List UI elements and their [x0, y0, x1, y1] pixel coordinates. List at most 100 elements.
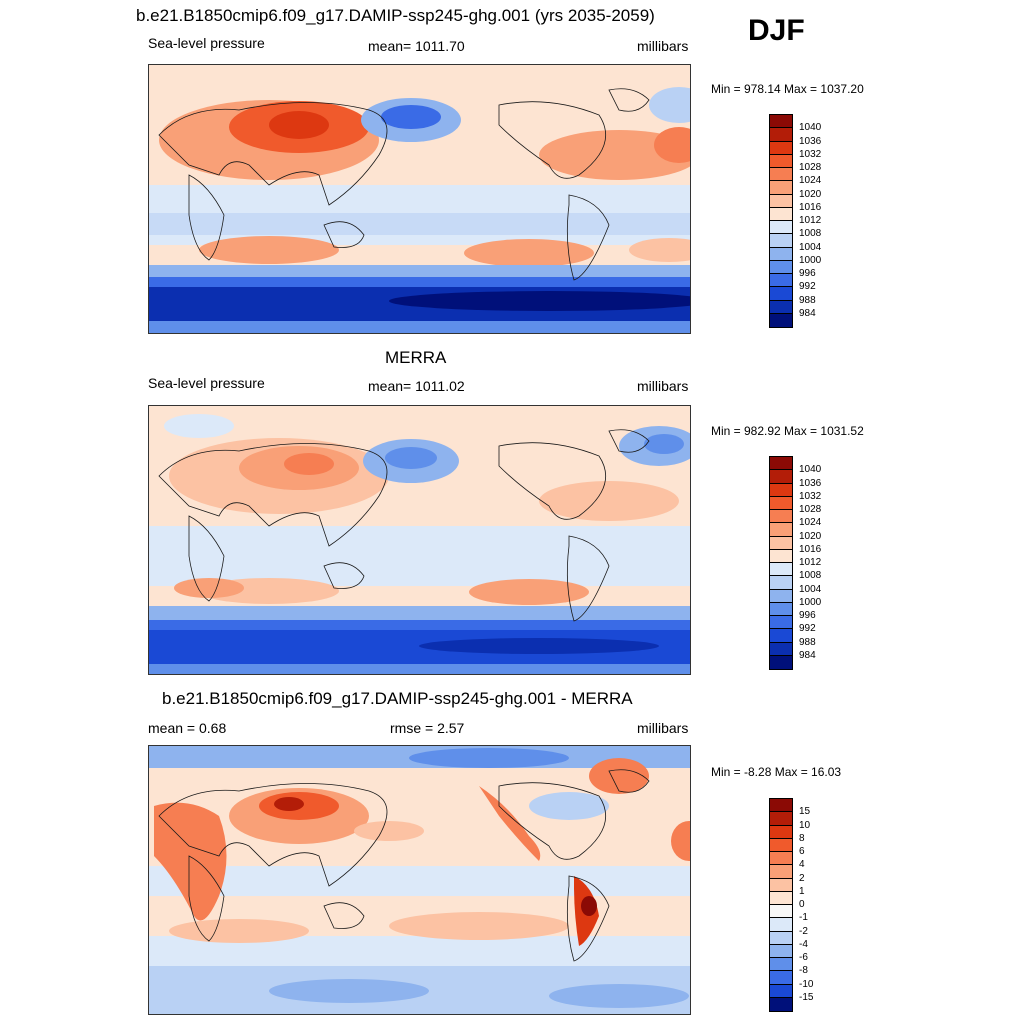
- panel1-title: b.e21.B1850cmip6.f09_g17.DAMIP-ssp245-gh…: [136, 6, 655, 25]
- panel1-minmax: Min = 978.14 Max = 1037.20: [711, 82, 864, 96]
- colorbar-swatch: [770, 207, 792, 221]
- colorbar-swatch: [770, 247, 792, 261]
- panel3-minmax: Min = -8.28 Max = 16.03: [711, 765, 842, 779]
- colorbar-tick-label: 1020: [799, 188, 822, 200]
- colorbar-swatch: [770, 602, 792, 616]
- colorbar-swatch: [770, 931, 792, 945]
- colorbar-swatch: [770, 115, 792, 129]
- colorbar-swatch: [770, 642, 792, 656]
- colorbar-swatch: [770, 313, 792, 327]
- panel2-units-label: millibars: [637, 378, 689, 394]
- colorbar-swatch: [770, 510, 792, 524]
- colorbar-swatch: [770, 629, 792, 643]
- panel2-minmax: Min = 982.92 Max = 1031.52: [711, 424, 864, 438]
- colorbar-tick-label: 8: [799, 832, 805, 844]
- panel2-map-graphic: [149, 406, 690, 674]
- colorbar-swatch: [770, 563, 792, 577]
- panel1-map: [148, 64, 691, 334]
- colorbar-tick-label: 1: [799, 885, 805, 897]
- colorbar-tick-label: 1008: [799, 570, 822, 582]
- colorbar-swatch: [770, 997, 792, 1011]
- panel1-colorbar: [769, 114, 793, 328]
- colorbar-swatch: [770, 141, 792, 155]
- colorbar-tick-label: 996: [799, 610, 816, 621]
- colorbar-tick-label: -1: [799, 912, 808, 924]
- colorbar-swatch: [770, 918, 792, 932]
- colorbar-tick-label: 1012: [799, 215, 822, 226]
- panel1-map-graphic: [149, 65, 690, 333]
- panel1-mean-label: mean= 1011.70: [368, 38, 465, 54]
- colorbar-swatch: [770, 576, 792, 590]
- colorbar-tick-label: -4: [799, 938, 808, 950]
- panel3-mean-label: mean = 0.68: [148, 720, 227, 736]
- colorbar-swatch: [770, 154, 792, 168]
- colorbar-tick-label: 992: [799, 281, 816, 293]
- colorbar-tick-label: -2: [799, 925, 808, 937]
- colorbar-tick-label: 1036: [799, 477, 822, 489]
- colorbar-swatch: [770, 891, 792, 905]
- colorbar-swatch: [770, 944, 792, 958]
- colorbar-swatch: [770, 221, 792, 235]
- colorbar-tick-label: 1000: [799, 596, 822, 608]
- colorbar-tick-label: 984: [799, 307, 816, 319]
- colorbar-swatch: [770, 799, 792, 813]
- colorbar-tick-label: 1032: [799, 148, 822, 160]
- colorbar-swatch: [770, 655, 792, 669]
- colorbar-swatch: [770, 128, 792, 142]
- colorbar-tick-label: -10: [799, 978, 814, 990]
- colorbar-tick-label: 1004: [799, 241, 822, 253]
- colorbar-swatch: [770, 905, 792, 919]
- colorbar-swatch: [770, 194, 792, 208]
- colorbar-tick-label: 1008: [799, 228, 822, 240]
- colorbar-swatch: [770, 878, 792, 892]
- colorbar-swatch: [770, 260, 792, 274]
- colorbar-tick-label: 1000: [799, 254, 822, 266]
- panel1-left-label: Sea-level pressure: [148, 35, 265, 51]
- colorbar-tick-label: 1020: [799, 530, 822, 542]
- panel3-title: b.e21.B1850cmip6.f09_g17.DAMIP-ssp245-gh…: [162, 689, 633, 708]
- colorbar-tick-label: 6: [799, 846, 805, 857]
- colorbar-swatch: [770, 300, 792, 314]
- colorbar-swatch: [770, 865, 792, 879]
- colorbar-swatch: [770, 181, 792, 195]
- colorbar-swatch: [770, 523, 792, 537]
- colorbar-tick-label: 1040: [799, 464, 822, 476]
- colorbar-tick-label: 984: [799, 649, 816, 661]
- panel3-colorbar: [769, 798, 793, 1012]
- colorbar-tick-label: 1004: [799, 583, 822, 595]
- colorbar-swatch: [770, 812, 792, 826]
- colorbar-tick-label: 1032: [799, 490, 822, 502]
- colorbar-swatch: [770, 852, 792, 866]
- colorbar-swatch: [770, 274, 792, 288]
- colorbar-swatch: [770, 838, 792, 852]
- colorbar-tick-label: 1024: [799, 175, 822, 187]
- colorbar-tick-label: 1028: [799, 504, 822, 515]
- colorbar-swatch: [770, 234, 792, 248]
- colorbar-swatch: [770, 589, 792, 603]
- colorbar-tick-label: 1040: [799, 122, 822, 134]
- panel3-units-label: millibars: [637, 720, 689, 736]
- colorbar-swatch: [770, 549, 792, 563]
- panel3-rmse-label: rmse = 2.57: [390, 720, 465, 736]
- colorbar-tick-label: -15: [799, 991, 814, 1003]
- panel2-left-label: Sea-level pressure: [148, 375, 265, 391]
- colorbar-tick-label: 10: [799, 819, 811, 831]
- season-label: DJF: [748, 14, 805, 47]
- panel2-map: [148, 405, 691, 675]
- colorbar-tick-label: 996: [799, 268, 816, 279]
- colorbar-swatch: [770, 536, 792, 550]
- panel2-mean-label: mean= 1011.02: [368, 378, 465, 394]
- colorbar-tick-label: 15: [799, 806, 811, 818]
- colorbar-tick-label: 1024: [799, 517, 822, 529]
- colorbar-swatch: [770, 457, 792, 471]
- colorbar-swatch: [770, 470, 792, 484]
- colorbar-swatch: [770, 616, 792, 630]
- colorbar-tick-label: 1028: [799, 162, 822, 173]
- colorbar-tick-label: 988: [799, 294, 816, 306]
- colorbar-tick-label: -8: [799, 965, 808, 977]
- colorbar-tick-label: 992: [799, 623, 816, 635]
- colorbar-tick-label: 4: [799, 859, 805, 871]
- colorbar-swatch: [770, 825, 792, 839]
- colorbar-tick-label: 1016: [799, 201, 822, 213]
- colorbar-swatch: [770, 483, 792, 497]
